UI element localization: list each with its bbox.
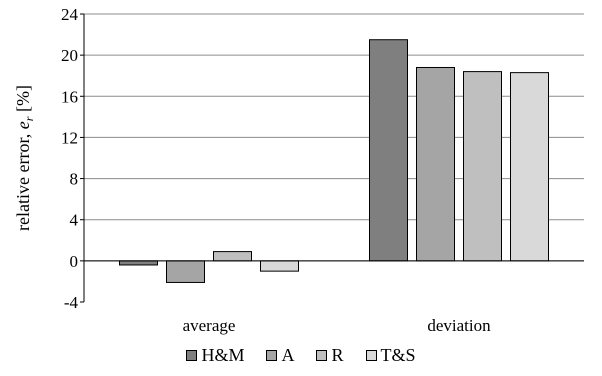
legend-item: T&S [365,344,416,366]
y-tick-label: 0 [70,252,79,271]
y-tick-label: 24 [61,5,79,24]
bar-chart: -4 0 4 8 12 16 20 24 average deviation relative … [13,5,584,335]
legend-label: R [331,344,344,365]
category-label: deviation [427,316,491,335]
legend: H&M A R T&S [0,340,602,370]
y-tick-label: 4 [70,211,79,230]
bar [510,72,549,262]
y-tick-label: 16 [61,87,78,106]
legend-swatch [316,349,328,361]
legend-swatch [266,349,278,361]
legend-label: H&M [201,344,245,365]
y-tick-label: 12 [61,128,78,147]
category-labels: average deviation [183,316,492,335]
y-tick-label: 20 [61,46,78,65]
legend-label: A [281,344,295,365]
bar [416,66,455,262]
axes [80,13,584,303]
legend-swatch [365,349,377,361]
y-axis-title: relative error, er [%] [13,85,36,231]
bar [260,260,299,272]
y-tick-label: -4 [64,293,79,312]
legend-item: A [266,345,294,366]
gridlines [84,13,584,262]
bars [119,39,549,283]
y-tick-labels: -4 0 4 8 12 16 20 24 [61,5,79,312]
bar [166,260,205,283]
y-tick-label: 8 [70,170,79,189]
legend-item: R [316,344,344,366]
legend-label: T&S [380,344,416,365]
legend-item: H&M [186,345,244,366]
bar [463,71,502,262]
legend-swatch [186,349,198,361]
bar [213,251,252,262]
bar [369,39,408,262]
category-label: average [183,316,236,335]
bar [119,260,158,266]
